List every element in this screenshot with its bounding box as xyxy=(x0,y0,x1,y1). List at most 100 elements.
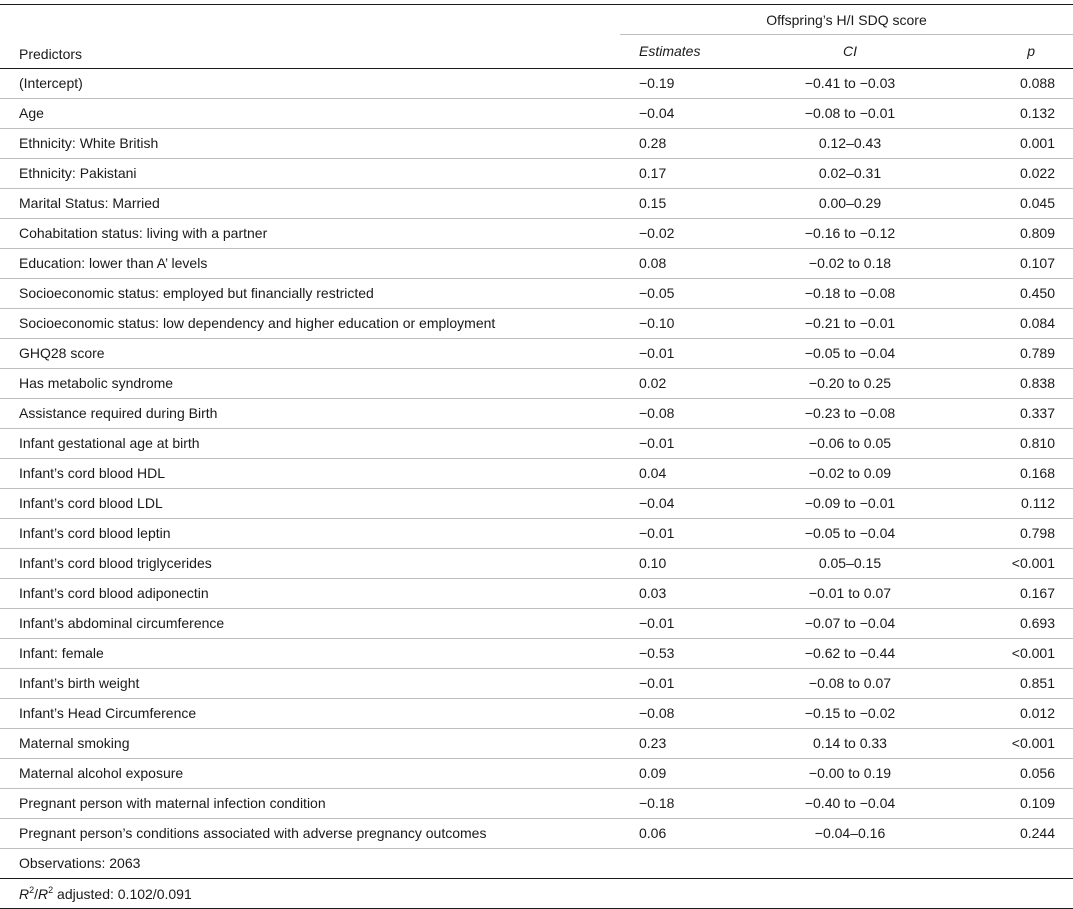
row-label: Infant’s cord blood LDL xyxy=(0,488,620,519)
row-estimate: −0.19 xyxy=(620,68,720,99)
row-estimate: −0.04 xyxy=(620,488,720,519)
table-row: Assistance required during Birth −0.08 −0.… xyxy=(0,398,1073,429)
table-row: (Intercept) −0.19 −0.41 to −0.03 0.088 xyxy=(0,68,1073,99)
row-estimate: −0.01 xyxy=(620,428,720,459)
row-ci: −0.21 to −0.01 xyxy=(720,308,980,339)
row-label: Infant: female xyxy=(0,638,620,669)
slash: / xyxy=(34,885,39,902)
column-header-p: p xyxy=(980,34,1073,69)
table-row: Infant’s cord blood adiponectin 0.03 −0.01… xyxy=(0,578,1073,609)
row-label: Cohabitation status: living with a partn… xyxy=(0,218,620,249)
row-label: Socioeconomic status: low dependency and… xyxy=(0,308,620,339)
table-row: Ethnicity: White British 0.28 0.12–0.43 0.0… xyxy=(0,128,1073,159)
table-row: Marital Status: Married 0.15 0.00–0.29 0.04… xyxy=(0,188,1073,219)
row-ci: −0.16 to −0.12 xyxy=(720,218,980,249)
row-label: Has metabolic syndrome xyxy=(0,368,620,399)
row-ci: 0.05–0.15 xyxy=(720,548,980,579)
table-row: Infant’s cord blood triglycerides 0.10 0.0… xyxy=(0,548,1073,579)
row-label: Age xyxy=(0,98,620,129)
row-ci: −0.62 to −0.44 xyxy=(720,638,980,669)
row-estimate: 0.04 xyxy=(620,458,720,489)
row-label: Infant’s birth weight xyxy=(0,668,620,699)
row-ci: −0.02 to 0.18 xyxy=(720,248,980,279)
row-estimate: −0.53 xyxy=(620,638,720,669)
row-estimate: −0.10 xyxy=(620,308,720,339)
row-estimate: −0.18 xyxy=(620,788,720,819)
table-row: Infant’s birth weight −0.01 −0.08 to 0.07 0… xyxy=(0,668,1073,699)
row-p-value: 0.168 xyxy=(980,458,1073,489)
row-p-value: 0.045 xyxy=(980,188,1073,219)
row-p-value: <0.001 xyxy=(980,638,1073,669)
row-ci: −0.08 to 0.07 xyxy=(720,668,980,699)
table-row: Socioeconomic status: employed but finan… xyxy=(0,278,1073,309)
r-symbol: R xyxy=(38,885,49,902)
table-row: Pregnant person’s conditions associated … xyxy=(0,818,1073,849)
table-row: Cohabitation status: living with a partn… xyxy=(0,218,1073,249)
table-row: Infant’s cord blood HDL 0.04 −0.02 to 0.09… xyxy=(0,458,1073,489)
row-estimate: 0.23 xyxy=(620,728,720,759)
row-ci: −0.05 to −0.04 xyxy=(720,518,980,549)
row-p-value: 0.112 xyxy=(980,488,1073,519)
row-p-value: 0.167 xyxy=(980,578,1073,609)
row-p-value: <0.001 xyxy=(980,728,1073,759)
row-p-value: 0.838 xyxy=(980,368,1073,399)
row-ci: −0.15 to −0.02 xyxy=(720,698,980,729)
table-row: Infant’s Head Circumference −0.08 −0.15 to… xyxy=(0,698,1073,729)
row-p-value: 0.851 xyxy=(980,668,1073,699)
row-ci: 0.00–0.29 xyxy=(720,188,980,219)
row-p-value: 0.107 xyxy=(980,248,1073,279)
row-label: Ethnicity: Pakistani xyxy=(0,158,620,189)
superscript: 2 xyxy=(29,884,35,895)
r-squared-note: R2/R2 adjusted: 0.102/0.091 xyxy=(0,878,1073,909)
table-row: Education: lower than A’ levels 0.08 −0.02… xyxy=(0,248,1073,279)
row-p-value: 0.012 xyxy=(980,698,1073,729)
table-row: Infant’s cord blood leptin −0.01 −0.05 to … xyxy=(0,518,1073,549)
row-label: Socioeconomic status: employed but finan… xyxy=(0,278,620,309)
table-row: Has metabolic syndrome 0.02 −0.20 to 0.25 0… xyxy=(0,368,1073,399)
row-label: (Intercept) xyxy=(0,68,620,99)
row-estimate: 0.02 xyxy=(620,368,720,399)
row-label: Infant’s Head Circumference xyxy=(0,698,620,729)
row-label: Ethnicity: White British xyxy=(0,128,620,159)
row-ci: 0.14 to 0.33 xyxy=(720,728,980,759)
table-footer: Observations: 2063 R2/R2 adjusted: 0.102… xyxy=(0,847,1073,909)
row-p-value: 0.088 xyxy=(980,68,1073,99)
row-label: Infant’s abdominal circumference xyxy=(0,608,620,639)
row-label: Maternal smoking xyxy=(0,728,620,759)
row-estimate: −0.08 xyxy=(620,698,720,729)
row-label: Infant’s cord blood adiponectin xyxy=(0,578,620,609)
table-row: Maternal alcohol exposure 0.09 −0.00 to 0.… xyxy=(0,758,1073,789)
row-ci: 0.12–0.43 xyxy=(720,128,980,159)
row-p-value: 0.798 xyxy=(980,518,1073,549)
table-row: Socioeconomic status: low dependency and… xyxy=(0,308,1073,339)
row-p-value: 0.789 xyxy=(980,338,1073,369)
row-p-value: 0.084 xyxy=(980,308,1073,339)
row-ci: −0.05 to −0.04 xyxy=(720,338,980,369)
row-ci: −0.01 to 0.07 xyxy=(720,578,980,609)
table-row: Ethnicity: Pakistani 0.17 0.02–0.31 0.022 xyxy=(0,158,1073,189)
regression-table: Offspring’s H/I SDQ score Predictors Est… xyxy=(0,4,1073,909)
row-ci: −0.23 to −0.08 xyxy=(720,398,980,429)
row-p-value: 0.810 xyxy=(980,428,1073,459)
row-ci: −0.40 to −0.04 xyxy=(720,788,980,819)
row-estimate: 0.09 xyxy=(620,758,720,789)
r-squared-value: adjusted: 0.102/0.091 xyxy=(53,885,192,902)
row-estimate: −0.02 xyxy=(620,218,720,249)
superscript: 2 xyxy=(48,884,54,895)
row-ci: −0.08 to −0.01 xyxy=(720,98,980,129)
column-header-estimates: Estimates xyxy=(620,34,720,69)
column-header-ci: CI xyxy=(720,34,980,69)
group-header: Offspring’s H/I SDQ score xyxy=(620,4,1073,35)
row-p-value: 0.693 xyxy=(980,608,1073,639)
row-label: Pregnant person’s conditions associated … xyxy=(0,818,620,849)
row-label: GHQ28 score xyxy=(0,338,620,369)
row-estimate: −0.01 xyxy=(620,518,720,549)
row-ci: −0.02 to 0.09 xyxy=(720,458,980,489)
row-label: Marital Status: Married xyxy=(0,188,620,219)
row-p-value: 0.337 xyxy=(980,398,1073,429)
row-estimate: 0.03 xyxy=(620,578,720,609)
row-ci: −0.00 to 0.19 xyxy=(720,758,980,789)
row-label: Pregnant person with maternal infection … xyxy=(0,788,620,819)
column-header-predictors: Predictors xyxy=(0,33,620,68)
row-p-value: 0.001 xyxy=(980,128,1073,159)
